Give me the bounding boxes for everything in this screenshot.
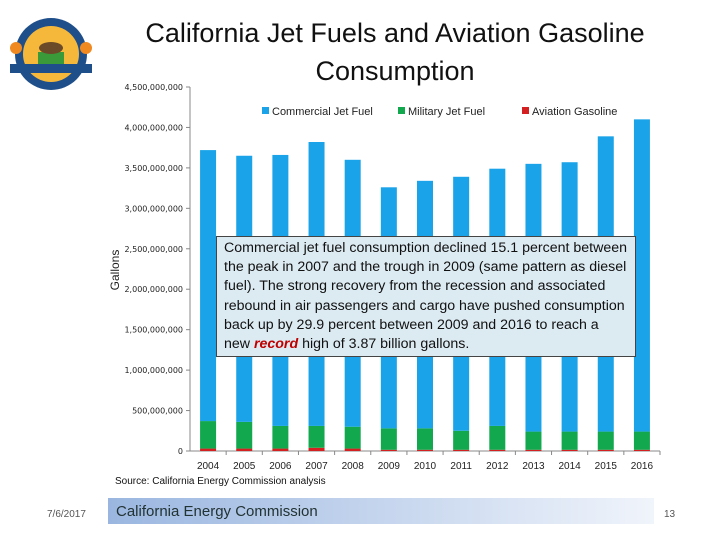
legend-label: Aviation Gasoline [532, 106, 617, 118]
callout-highlight: record [253, 336, 299, 353]
footer-bar: California Energy Commission [108, 498, 654, 524]
y-tick-label: 2,500,000,000 [124, 245, 183, 254]
y-tick-label: 0 [178, 447, 183, 456]
bar-aviation-gasoline-2011 [453, 449, 470, 451]
bar-military-jet-fuel-2008 [344, 426, 361, 449]
bar-aviation-gasoline-2006 [272, 448, 289, 451]
y-tick-label: 4,000,000,000 [124, 123, 183, 132]
legend-swatch [522, 107, 529, 114]
bar-aviation-gasoline-2014 [561, 449, 578, 451]
x-tick-label: 2016 [631, 461, 654, 472]
bar-military-jet-fuel-2010 [417, 428, 433, 450]
bar-commercial-jet-fuel-2004 [200, 150, 217, 422]
bar-aviation-gasoline-2007 [308, 447, 325, 451]
slide-date: 7/6/2017 [47, 509, 86, 520]
y-tick-label: 3,000,000,000 [124, 204, 183, 213]
slide-title: California Jet Fuels and Aviation Gasoli… [145, 18, 645, 86]
x-tick-label: 2005 [233, 461, 256, 472]
bar-aviation-gasoline-2008 [344, 448, 361, 451]
x-tick-label: 2015 [595, 461, 618, 472]
bar-military-jet-fuel-2012 [489, 425, 506, 450]
bar-military-jet-fuel-2009 [380, 428, 397, 450]
y-tick-label: 1,000,000,000 [124, 366, 183, 375]
bar-military-jet-fuel-2004 [200, 421, 217, 449]
x-tick-label: 2008 [342, 461, 365, 472]
source-note: Source: California Energy Commission ana… [115, 476, 326, 487]
bar-military-jet-fuel-2014 [561, 431, 578, 450]
legend-swatch [262, 107, 269, 114]
bar-military-jet-fuel-2011 [453, 430, 470, 450]
x-tick-label: 2004 [197, 461, 220, 472]
x-tick-label: 2006 [269, 461, 292, 472]
legend-swatch [398, 107, 405, 114]
bar-military-jet-fuel-2015 [597, 431, 614, 450]
x-tick-label: 2010 [414, 461, 437, 472]
bar-aviation-gasoline-2004 [200, 448, 217, 451]
bar-military-jet-fuel-2005 [236, 421, 253, 449]
y-tick-label: 4,500,000,000 [124, 83, 183, 92]
bar-aviation-gasoline-2013 [525, 449, 542, 451]
page-number: 13 [664, 509, 676, 520]
x-tick-label: 2011 [450, 461, 472, 472]
callout-text: Commercial jet fuel consumption declined… [224, 240, 627, 353]
bar-military-jet-fuel-2006 [272, 425, 289, 449]
callout-annotation: Commercial jet fuel consumption declined… [216, 236, 636, 358]
legend-label: Military Jet Fuel [408, 106, 485, 118]
x-tick-label: 2014 [558, 461, 581, 472]
bar-military-jet-fuel-2016 [633, 431, 650, 450]
bar-commercial-jet-fuel-2016 [633, 119, 650, 432]
footer-text: California Energy Commission [116, 503, 318, 520]
bar-aviation-gasoline-2009 [380, 449, 397, 451]
y-tick-label: 3,500,000,000 [124, 164, 183, 173]
bar-aviation-gasoline-2005 [236, 448, 253, 451]
x-tick-label: 2007 [305, 461, 328, 472]
y-tick-label: 500,000,000 [132, 407, 183, 416]
bar-aviation-gasoline-2012 [489, 449, 506, 451]
legend-label: Commercial Jet Fuel [272, 106, 373, 118]
callout-text-end: high of 3.87 billion gallons. [298, 336, 470, 353]
x-tick-label: 2012 [486, 461, 509, 472]
x-tick-label: 2009 [378, 461, 401, 472]
energy-commission-seal-logo [10, 18, 92, 90]
bar-aviation-gasoline-2010 [417, 449, 433, 451]
y-tick-label: 2,000,000,000 [124, 285, 183, 294]
bar-military-jet-fuel-2013 [525, 431, 542, 450]
x-tick-label: 2013 [522, 461, 545, 472]
bar-aviation-gasoline-2016 [633, 449, 650, 451]
bar-military-jet-fuel-2007 [308, 425, 325, 448]
y-axis-label: Gallons [108, 250, 122, 291]
bar-aviation-gasoline-2015 [597, 449, 614, 451]
y-tick-label: 1,500,000,000 [124, 326, 183, 335]
